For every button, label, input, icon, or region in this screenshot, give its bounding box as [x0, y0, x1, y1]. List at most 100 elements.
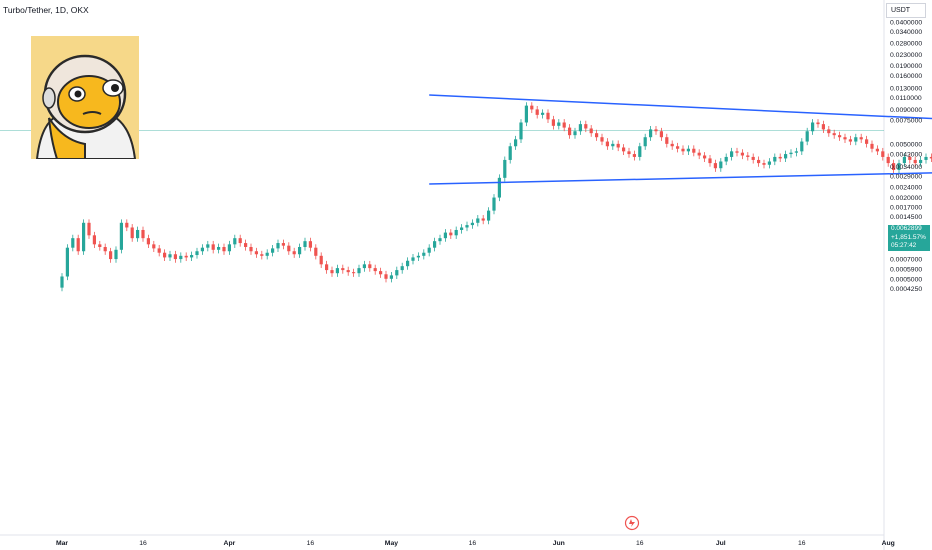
candle-body — [600, 137, 604, 142]
toad-astronaut-icon — [31, 36, 139, 159]
time-tick-label: 16 — [469, 540, 477, 547]
symbol-title[interactable]: Turbo/Tether, 1D, OKX — [3, 5, 89, 15]
candle-body — [875, 148, 879, 152]
candle-body — [524, 105, 528, 123]
time-tick-label: Aug — [882, 540, 895, 547]
candle — [98, 240, 102, 251]
trendlines[interactable] — [429, 94, 932, 185]
candle-body — [562, 122, 566, 128]
candle-body — [249, 247, 253, 252]
candle — [875, 145, 879, 155]
candle — [713, 159, 717, 172]
candle-body — [632, 154, 636, 157]
candle-body — [908, 156, 912, 160]
candle-body — [929, 156, 932, 159]
candle-body — [778, 156, 782, 159]
candle — [622, 144, 626, 155]
candle-body — [627, 151, 631, 155]
candle-body — [892, 163, 896, 171]
trendline-lower[interactable] — [429, 165, 932, 185]
candle-body — [535, 109, 539, 115]
candle — [676, 142, 680, 153]
candle-body — [730, 151, 734, 157]
price-tick-label: 0.0075000 — [890, 118, 922, 125]
candle-body — [335, 268, 339, 274]
candle — [217, 243, 221, 254]
candle — [157, 244, 161, 257]
candle — [568, 124, 572, 139]
candle — [460, 224, 464, 234]
candle-body — [184, 255, 188, 258]
candle-body — [854, 137, 858, 142]
candle — [60, 273, 64, 292]
candle-body — [260, 254, 264, 256]
candle-body — [443, 232, 447, 239]
candle-body — [584, 124, 588, 129]
candle-body — [109, 251, 113, 260]
time-tick-label: Mar — [56, 540, 68, 547]
candle — [433, 237, 437, 252]
candle-body — [514, 139, 518, 147]
candle-body — [665, 137, 669, 144]
candle — [271, 244, 275, 257]
candle — [897, 159, 901, 174]
candle-body — [308, 241, 312, 248]
price-tick-label: 0.0050000 — [890, 141, 922, 148]
price-tick-label: 0.0042000 — [890, 152, 922, 159]
currency-unit-label[interactable]: USDT — [886, 3, 926, 18]
candle-body — [352, 272, 356, 274]
candle-body — [330, 270, 334, 274]
trendline-upper[interactable] — [429, 94, 932, 136]
candle — [573, 127, 577, 139]
candle — [357, 264, 361, 277]
candle — [595, 129, 599, 141]
candle — [184, 252, 188, 262]
candle-body — [487, 210, 491, 221]
candle — [449, 229, 453, 239]
candle — [605, 138, 609, 150]
candle-body — [848, 139, 852, 142]
candle-body — [163, 252, 167, 258]
candle-body — [821, 124, 825, 130]
candle — [227, 240, 231, 255]
candle-body — [476, 218, 480, 223]
price-tick-label: 0.0110000 — [890, 95, 922, 102]
candle — [487, 207, 491, 225]
candle-body — [530, 105, 534, 110]
candle — [389, 271, 393, 283]
candle-body — [357, 268, 361, 274]
candle-body — [179, 255, 183, 260]
candle-body — [416, 255, 420, 258]
candles — [60, 102, 932, 292]
candle-body — [119, 222, 123, 250]
tradingview-icon[interactable] — [624, 515, 640, 531]
candle — [319, 252, 323, 268]
candle — [438, 234, 442, 245]
candle — [65, 244, 69, 281]
candle-body — [708, 158, 712, 164]
candle-body — [757, 159, 761, 164]
candle-body — [578, 124, 582, 132]
candle — [125, 219, 129, 232]
candle — [811, 119, 815, 135]
price-tick-label: 0.0005900 — [890, 267, 922, 274]
candle-body — [406, 260, 410, 267]
candle-body — [643, 137, 647, 147]
candle — [578, 120, 582, 135]
candle-body — [379, 271, 383, 275]
candle — [168, 250, 172, 262]
candle-body — [719, 161, 723, 169]
candle — [179, 252, 183, 263]
candle-body — [713, 163, 717, 169]
price-axis[interactable]: 0.0400000 0.0340000 0.0280000 0.0230000 0.01… — [890, 20, 922, 293]
candle-body — [519, 122, 523, 140]
candle — [119, 219, 123, 254]
time-axis[interactable]: Mar16Apr16May16Jun16Jul16Aug16Sep16Oct16… — [56, 540, 932, 547]
candle-body — [389, 275, 393, 279]
candle — [190, 251, 194, 262]
candle-body — [611, 143, 615, 147]
candle — [546, 109, 550, 123]
candle — [654, 125, 658, 135]
candle-body — [546, 112, 550, 120]
